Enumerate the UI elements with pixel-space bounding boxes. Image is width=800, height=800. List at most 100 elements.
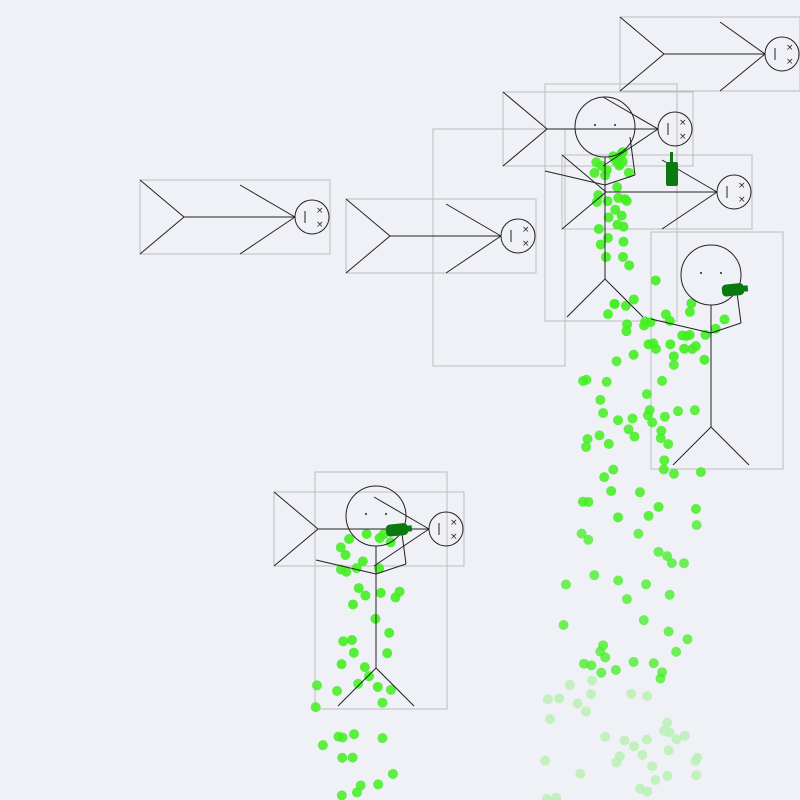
spray-particle <box>691 770 702 781</box>
spray-particle <box>610 204 621 215</box>
hitbox <box>345 198 537 274</box>
spray-particle <box>310 702 321 713</box>
spray-particle <box>628 294 639 305</box>
spray-particle <box>650 343 661 354</box>
spray-particle <box>554 693 565 704</box>
spray-particle <box>613 575 624 586</box>
spray-particle <box>359 662 370 673</box>
spray-particle <box>587 675 598 686</box>
spray-particle <box>668 359 679 370</box>
spray-particle <box>558 619 569 630</box>
spray-particle <box>671 734 682 745</box>
spray-particle <box>311 680 322 691</box>
spray-particle <box>346 635 357 646</box>
spray-particle <box>673 406 684 417</box>
spray-particle <box>364 671 375 682</box>
spray-particle <box>612 219 623 230</box>
spray-particle <box>682 634 693 645</box>
spray-particle <box>355 780 366 791</box>
spray-particle <box>577 496 588 507</box>
spray-particle <box>601 376 612 387</box>
spray-particle <box>589 167 600 178</box>
svg-text:×: × <box>738 195 746 205</box>
stickman-fallen-icon: ×× <box>561 154 752 230</box>
spray-particle <box>690 503 701 514</box>
spray-particle <box>580 706 591 717</box>
svg-text:×: × <box>786 43 794 53</box>
spray-particle <box>653 501 664 512</box>
spray-particle <box>545 714 556 725</box>
spray-particle <box>642 786 653 797</box>
spray-particle <box>668 468 679 479</box>
spray-particle <box>340 549 351 560</box>
spray-particle <box>620 300 631 311</box>
hitbox <box>139 179 331 255</box>
svg-text:×: × <box>679 118 687 128</box>
spray-particle <box>678 558 689 569</box>
stickman-fallen-icon: ×× <box>139 179 330 255</box>
spray-particle <box>623 424 634 435</box>
spray-particle <box>641 389 652 400</box>
spray-particle <box>603 438 614 449</box>
spray-particle <box>582 433 593 444</box>
spray-particle <box>662 770 673 781</box>
stickman-icon <box>544 96 644 318</box>
spray-particle <box>598 407 609 418</box>
spray-particle <box>361 529 372 540</box>
spray-particle <box>591 157 602 168</box>
spray-particle <box>623 167 634 178</box>
spray-particle <box>643 339 654 350</box>
spray-particle <box>663 626 674 637</box>
spray-particle <box>609 299 620 310</box>
spray-particle <box>642 691 653 702</box>
spray-particle <box>621 326 632 337</box>
spray-particle <box>317 740 328 751</box>
spray-particle <box>699 354 710 365</box>
spray-particle <box>338 636 349 647</box>
spray-particle <box>581 441 592 452</box>
spray-particle <box>624 260 635 271</box>
spray-particle <box>336 659 347 670</box>
spray-particle <box>645 317 656 328</box>
spray-particle <box>337 752 348 763</box>
spray-particle <box>619 735 630 746</box>
spray-particle <box>689 405 700 416</box>
spray-particle <box>335 542 346 553</box>
spray-particle <box>344 534 355 545</box>
spray-particle <box>596 667 607 678</box>
spray-particle <box>644 405 655 416</box>
spray-particle <box>621 594 632 605</box>
spray-particle <box>602 196 613 207</box>
spray-particle <box>348 647 359 658</box>
spray-particle <box>612 415 623 426</box>
spray-particle <box>666 558 677 569</box>
spray-particle <box>353 678 364 689</box>
spray-particle <box>656 425 667 436</box>
spray-particle <box>659 725 670 736</box>
spray-particle <box>581 374 592 385</box>
spray-particle <box>603 212 614 223</box>
spray-particle <box>600 731 611 742</box>
spray-particle <box>564 680 575 691</box>
spray-particle <box>541 793 552 800</box>
stickman-fallen-icon: ×× <box>345 198 536 274</box>
spray-particle <box>618 251 629 262</box>
spray-particle <box>680 730 691 741</box>
spray-particle <box>663 745 674 756</box>
spray-particle <box>671 646 682 657</box>
spray-particle <box>336 790 347 800</box>
spray-particle <box>629 431 640 442</box>
spray-particle <box>650 275 661 286</box>
stickman-fallen-icon: ×× <box>619 16 800 92</box>
spray-particle <box>608 464 619 475</box>
spray-particle <box>655 433 666 444</box>
figures-layer: ×××× ×××××××× <box>139 16 800 707</box>
spray-particle <box>593 190 604 201</box>
spray-particle <box>638 615 649 626</box>
spray-particle <box>375 587 386 598</box>
spray-particle <box>357 556 368 567</box>
spray-particle <box>626 688 637 699</box>
spray-particle <box>686 298 697 309</box>
bottle-icon <box>385 523 413 537</box>
